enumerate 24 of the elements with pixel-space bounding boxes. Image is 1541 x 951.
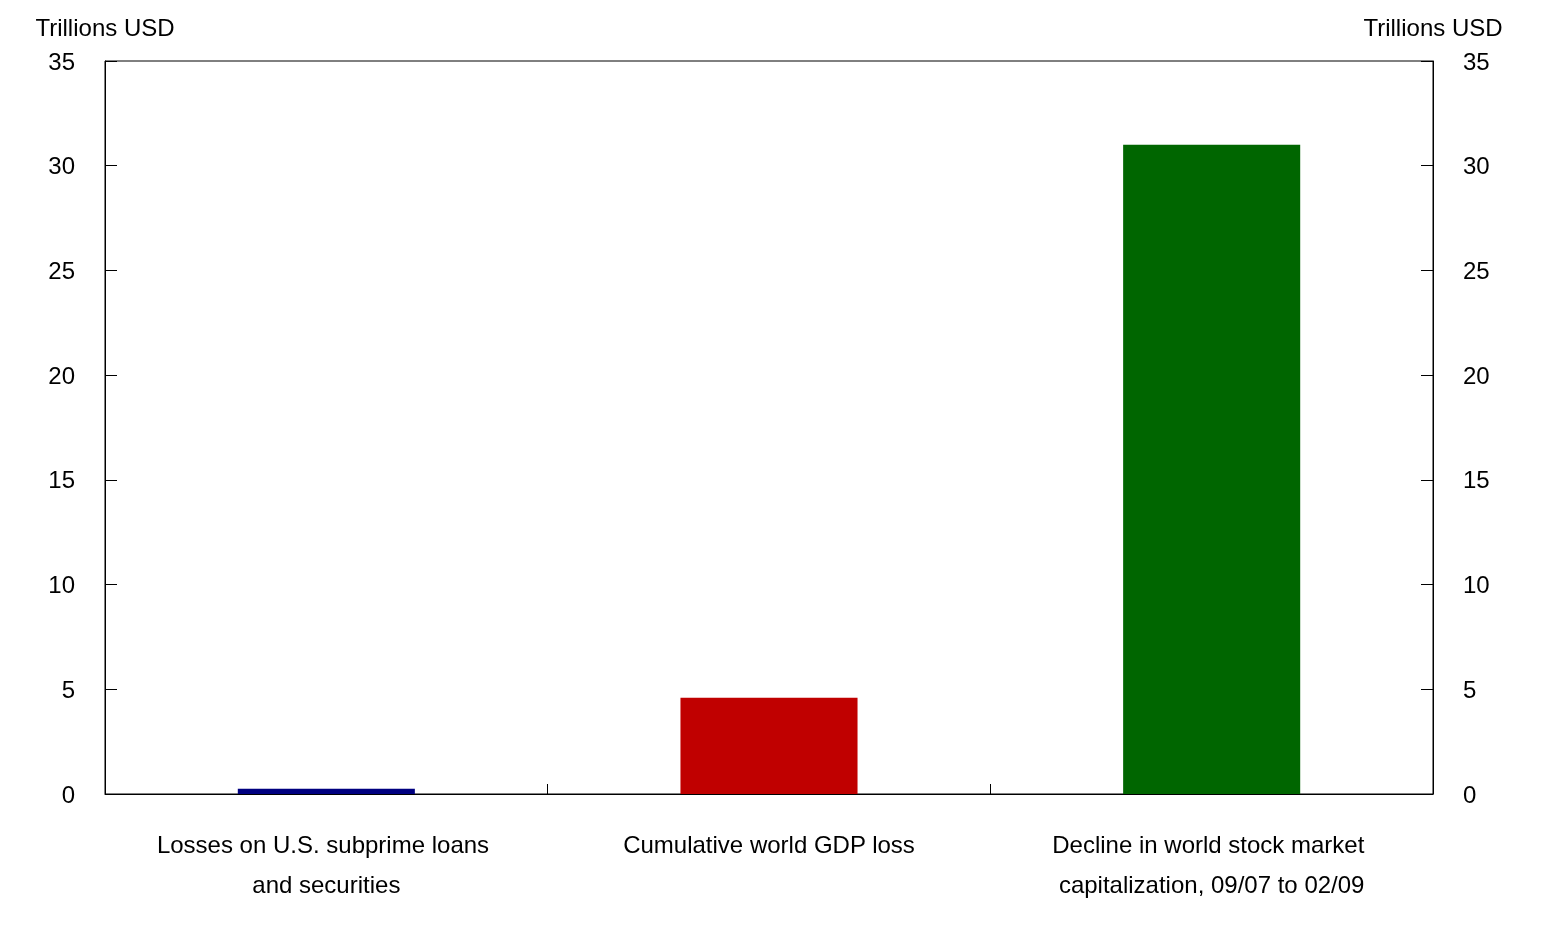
y2-tick-label: 35 (1463, 47, 1490, 75)
y2-tick-label: 5 (1463, 675, 1477, 703)
x-tick-label: Losses on U.S. subprime loans and securities (156, 830, 496, 898)
y2-tick-label: 20 (1463, 361, 1490, 389)
bar (1123, 144, 1301, 794)
y-axis-title: Trillions USD (35, 13, 175, 41)
y2-tick-label: 30 (1463, 152, 1490, 180)
x-tick-label: Decline in world stock market capitalization, 09/07 to 02/09 (1052, 830, 1372, 898)
y-tick-label: 15 (48, 466, 75, 494)
y-tick-label: 5 (61, 675, 75, 703)
y2-tick-label: 10 (1463, 571, 1490, 599)
y2-tick-label: 25 (1463, 256, 1490, 284)
y2-axis-title: Trillions USD (1363, 13, 1503, 41)
y-tick-label: 30 (48, 152, 75, 180)
y2-tick-label: 15 (1463, 466, 1490, 494)
y-tick-label: 10 (48, 571, 75, 599)
y-tick-label: 20 (48, 361, 75, 389)
bar (680, 697, 858, 794)
y-tick-label: 25 (48, 256, 75, 284)
y-tick-label: 35 (48, 47, 75, 75)
y2-tick-label: 0 (1463, 780, 1477, 808)
x-tick-label: Cumulative world GDP loss (623, 830, 915, 858)
y-tick-label: 0 (61, 780, 75, 808)
bar (237, 788, 415, 794)
